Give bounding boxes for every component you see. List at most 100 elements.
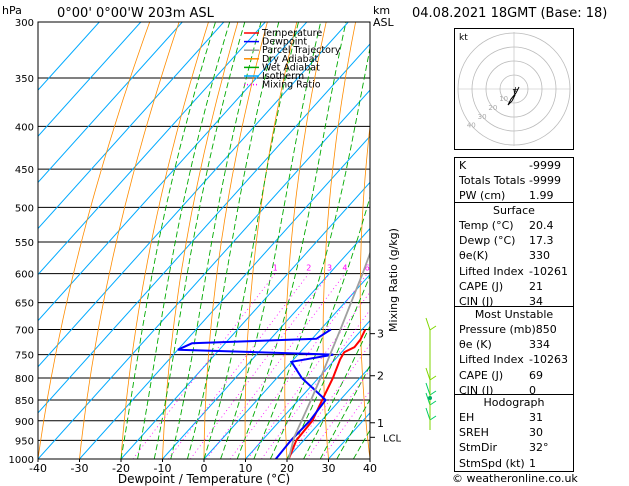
isotherm-line <box>38 22 308 322</box>
hodograph-ring-label: 20 <box>488 104 497 112</box>
hodograph-storm-marker: + <box>512 85 519 94</box>
mixing-ratio-label: 15 <box>416 264 426 273</box>
isotherm-line <box>162 227 370 459</box>
row-label: CIN (J) <box>459 383 494 397</box>
x-tick-label: -10 <box>154 462 172 475</box>
pressure-tick-label: 800 <box>15 374 34 385</box>
surface-title: Surface <box>493 204 535 217</box>
location-title: 0°00' 0°00'W 203m ASL <box>57 6 214 21</box>
dry-adiabat-line <box>591 22 629 459</box>
row-label: CAPE (J) <box>459 368 504 382</box>
mixing-ratio-line <box>287 343 370 459</box>
mixing-ratio-label: 2 <box>306 264 311 273</box>
isotherm-line <box>38 43 370 414</box>
x-tick-label: -30 <box>71 462 89 475</box>
hodograph-ring-label: 30 <box>478 113 487 121</box>
isotherm-line <box>38 22 266 276</box>
isotherm-line <box>38 22 142 137</box>
dewpoint-line <box>177 328 334 459</box>
row-label: Totals Totals <box>459 174 526 188</box>
legend-label: Mixing Ratio <box>262 80 321 91</box>
wet-adiabat-line <box>236 22 347 459</box>
pressure-tick-label: 650 <box>15 299 34 310</box>
row-value: 1 <box>529 456 536 470</box>
dry-adiabat-line <box>244 22 298 459</box>
legend-label: Temperature <box>261 28 322 39</box>
wind-barb <box>425 392 437 406</box>
x-tick-label: -20 <box>112 462 130 475</box>
km-tick-label: 2 <box>377 370 384 383</box>
row-value: 31 <box>529 411 543 424</box>
table-row: PW (cm) 1.99 <box>455 188 573 203</box>
dry-adiabat-line <box>620 22 629 459</box>
table-row: CIN (J) 34 <box>455 294 573 309</box>
table-row: θe(K) 330 <box>455 248 573 263</box>
wind-barb <box>425 317 437 331</box>
wet-adiabat-line <box>203 22 299 459</box>
row-value: 32° <box>529 441 549 455</box>
dry-adiabat-line <box>38 22 151 459</box>
sounding-lines <box>177 250 370 459</box>
hodograph-table-title: Hodograph <box>483 396 545 409</box>
mixing-ratio-label: 3 <box>327 264 332 273</box>
isotherm-line <box>38 22 183 184</box>
wet-adiabat-line <box>286 274 370 459</box>
mixing-ratio-label: 20 <box>434 264 444 273</box>
pressure-tick-label: 1000 <box>9 455 34 466</box>
hodograph-table-panel: Hodograph EH 31 SREH 30 StmDir 32° StmSpd (kt)… <box>454 394 574 472</box>
pressure-tick-label: 900 <box>15 417 34 428</box>
row-value: 850 <box>535 323 557 336</box>
km-tick-label: 3 <box>377 328 384 341</box>
row-label: CIN (J) <box>459 294 494 308</box>
pressure-tick-label: 750 <box>15 351 34 362</box>
mixing-ratio-label: 1 <box>273 264 278 273</box>
row-label: K <box>459 159 467 172</box>
wet-adiabat-line <box>137 22 231 459</box>
legend-label: Dewpoint <box>262 37 307 48</box>
lcl-label: LCL <box>383 433 402 444</box>
wind-barb <box>425 367 437 381</box>
row-value: 21 <box>529 279 543 293</box>
x-tick-label: 20 <box>280 462 294 475</box>
wet-adiabat-line <box>170 22 262 459</box>
table-row: Lifted Index -10261 <box>455 264 573 279</box>
wet-adiabat-line <box>186 22 280 459</box>
wet-adiabat-line <box>153 22 246 459</box>
row-value: -9999 <box>529 174 561 188</box>
row-label: CAPE (J) <box>459 279 504 293</box>
row-label: Pressure (mb) <box>459 323 536 336</box>
row-label: StmSpd (kt) <box>459 456 525 470</box>
x-axis-label: Dewpoint / Temperature (°C) <box>118 472 290 486</box>
table-row: CAPE (J) 69 <box>455 368 573 383</box>
row-value: -10261 <box>529 264 568 278</box>
legend-label: Isotherm <box>262 71 304 82</box>
row-label: Lifted Index <box>459 264 524 278</box>
isotherm-line <box>38 22 225 230</box>
row-label: EH <box>459 411 475 424</box>
x-tick-label: 0 <box>201 462 208 475</box>
x-tick-label: 10 <box>239 462 253 475</box>
indices-panel: K -9999 Totals Totals -9999 PW (cm) 1.99 <box>454 157 574 205</box>
pressure-tick-label: 850 <box>15 396 34 407</box>
mixing-ratio-label: 6 <box>365 264 370 273</box>
row-value: 1.99 <box>529 189 554 203</box>
table-row: SREH 30 <box>455 425 573 440</box>
pressure-tick-label: 550 <box>15 238 34 249</box>
mixing-ratio-line <box>206 273 346 459</box>
row-value: 17.3 <box>529 234 554 248</box>
table-row: K -9999 <box>455 158 573 173</box>
row-label: SREH <box>459 426 489 440</box>
mixing-ratio-axis-label: Mixing Ratio (g/kg) <box>387 228 400 332</box>
table-row: Pressure (mb) 850 <box>455 322 573 337</box>
wind-barb <box>425 407 437 421</box>
dry-adiabat-line <box>431 22 453 459</box>
x-tick-label: 40 <box>363 462 377 475</box>
wind-barb <box>425 382 437 396</box>
mixing-ratio-label: 8 <box>381 264 386 273</box>
table-row: EH 31 <box>455 410 573 425</box>
x-tick-label: -40 <box>29 462 47 475</box>
row-label: PW (cm) <box>459 189 506 203</box>
pressure-tick-label: 350 <box>15 74 34 85</box>
